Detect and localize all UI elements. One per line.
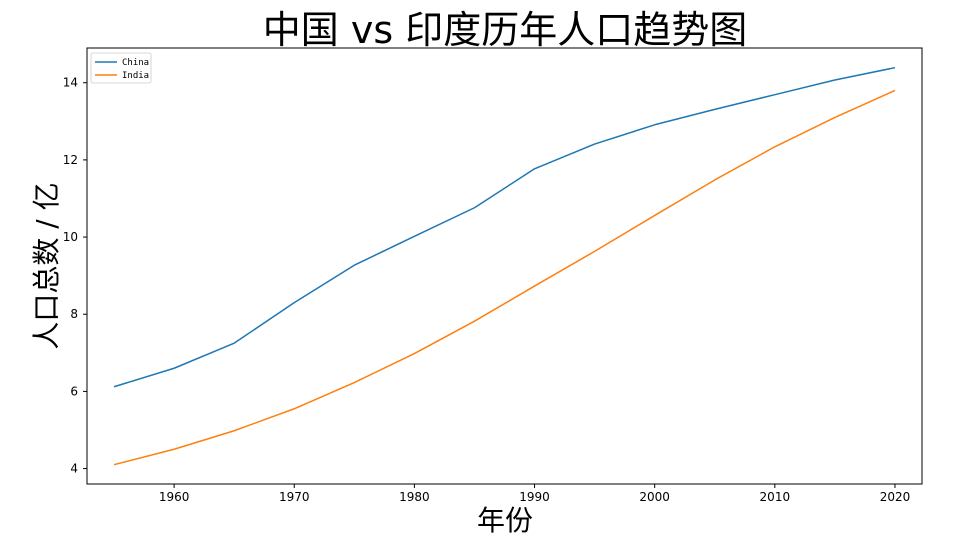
y-axis-label: 人口总数 / 亿 [30, 182, 63, 349]
x-tick-label: 2020 [880, 490, 911, 504]
x-axis-label: 年份 [477, 504, 533, 537]
series-lines [113, 66, 896, 466]
x-tick-label: 2000 [639, 490, 670, 504]
y-tick-label: 4 [70, 462, 78, 476]
y-tick-label: 10 [63, 230, 78, 244]
plot-area [86, 47, 923, 485]
legend-label-china: China [122, 58, 149, 68]
x-tick-label: 2010 [760, 490, 791, 504]
legend-label-india: India [122, 71, 149, 81]
y-tick-label: 14 [63, 76, 78, 90]
series-line-china [113, 66, 896, 388]
y-axis: 4 6 8 10 12 14 [63, 76, 87, 476]
x-axis: 1960 1970 1980 1990 2000 2010 2020 [159, 484, 910, 504]
x-tick-label: 1970 [279, 490, 310, 504]
y-tick-label: 8 [70, 307, 78, 321]
x-tick-label: 1960 [159, 490, 190, 504]
y-tick-label: 6 [70, 384, 78, 398]
x-tick-label: 1990 [519, 490, 550, 504]
x-tick-label: 1980 [399, 490, 430, 504]
chart-title: 中国 vs 印度历年人口趋势图 [263, 8, 747, 52]
y-tick-label: 12 [63, 153, 78, 167]
series-line-india [113, 89, 896, 466]
legend: China India [90, 52, 152, 84]
